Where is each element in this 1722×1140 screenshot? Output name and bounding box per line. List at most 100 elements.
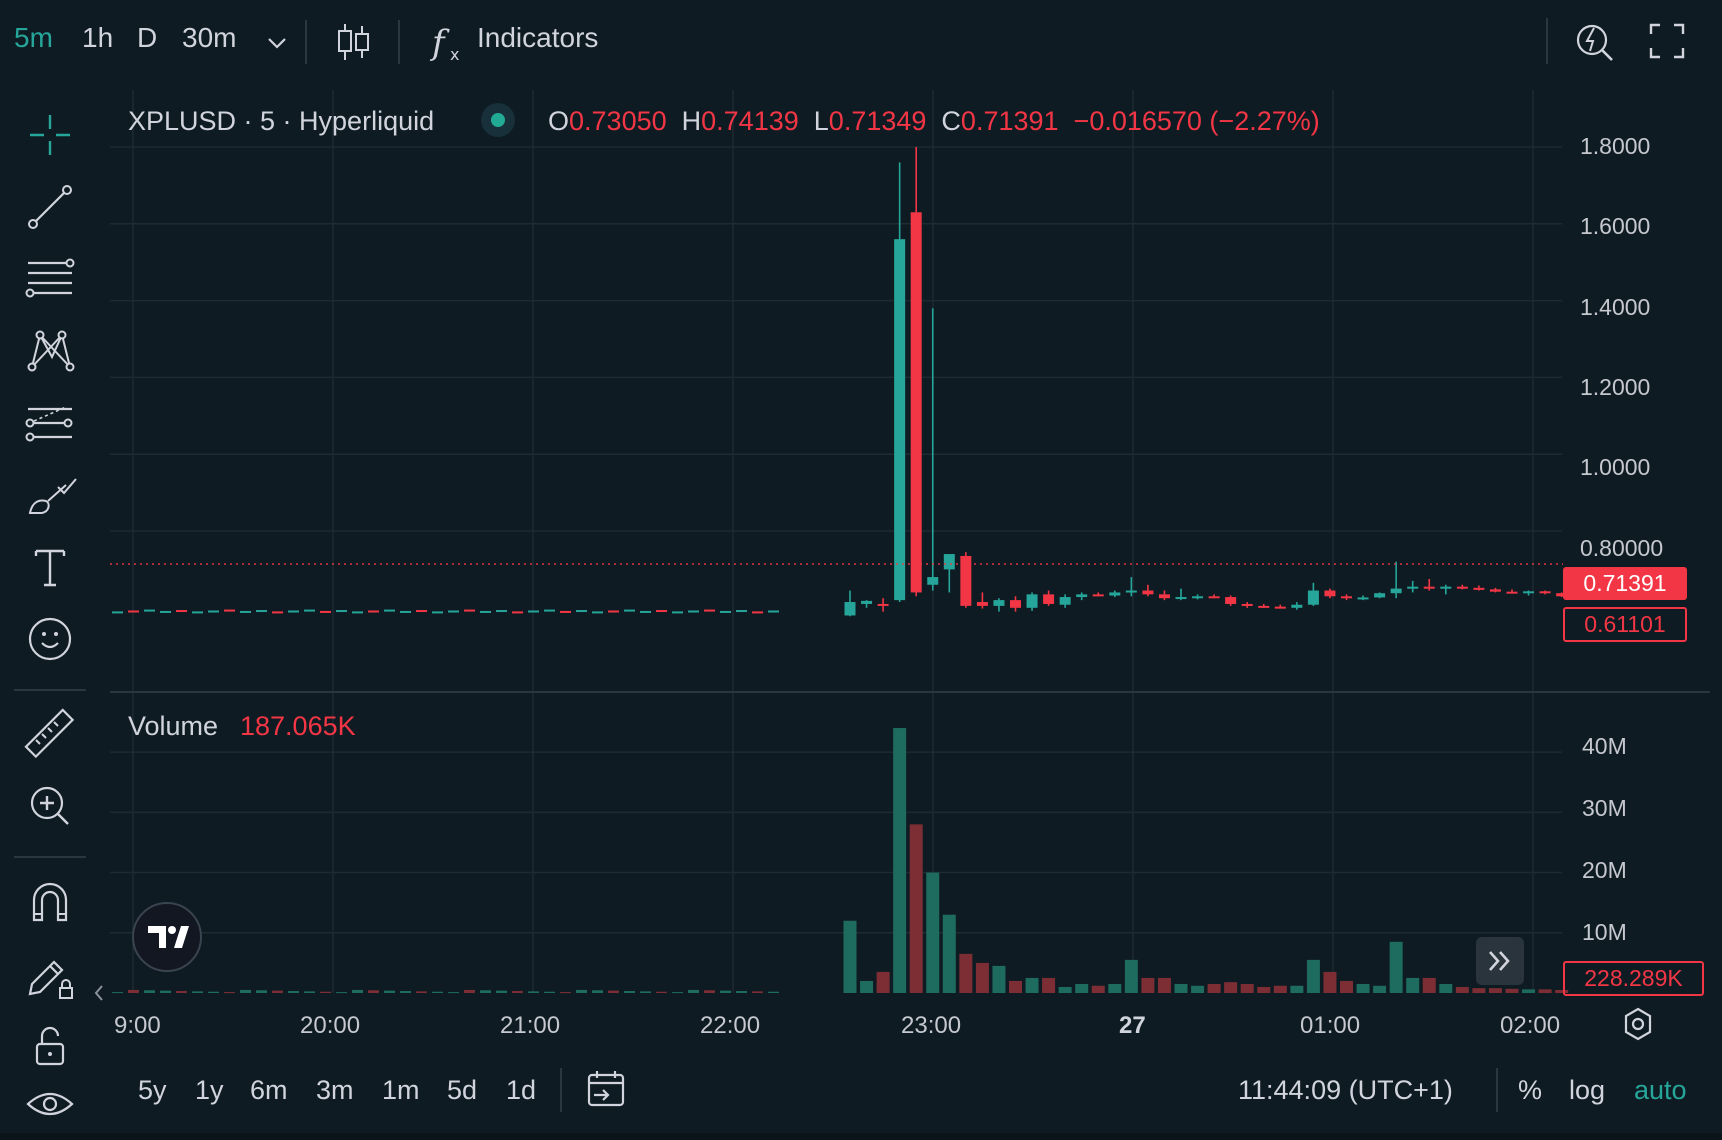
function-icon[interactable]: f x	[428, 20, 468, 64]
candle-body	[1076, 594, 1088, 598]
low-label: L	[813, 106, 829, 136]
fullscreen-icon[interactable]	[1648, 22, 1686, 60]
flat-volume-bar	[432, 991, 443, 993]
volume-bar	[1406, 977, 1420, 993]
range-1y[interactable]: 1y	[195, 1075, 224, 1105]
candle-body	[1473, 587, 1485, 590]
candle-body	[1158, 594, 1170, 599]
volume-bar	[1174, 983, 1188, 993]
candle-body	[1010, 600, 1021, 608]
flat-volume-bar	[720, 990, 731, 993]
flat-volume-bar	[128, 989, 139, 993]
flat-volume-bar	[160, 990, 171, 993]
candle-body	[1523, 591, 1535, 594]
forecasting-tool[interactable]	[20, 393, 80, 453]
flat-volume-bar	[688, 989, 699, 993]
volume-bar	[1439, 983, 1453, 993]
ruler-tool[interactable]	[20, 704, 80, 764]
candle-body	[1142, 590, 1154, 595]
goto-date-icon[interactable]	[584, 1068, 628, 1112]
pattern-tool[interactable]	[20, 321, 80, 381]
trendline-tool[interactable]	[20, 177, 80, 237]
flat-volume-bar	[208, 991, 219, 993]
volume-bar	[1257, 986, 1271, 993]
candle-body	[1423, 586, 1435, 589]
percent-toggle[interactable]: %	[1518, 1075, 1543, 1105]
clock-timezone[interactable]: 11:44:09 (UTC+1)	[1238, 1075, 1453, 1105]
volume-tick: 20M	[1582, 857, 1627, 883]
volume-bar	[1422, 977, 1436, 993]
volume-bar	[1009, 980, 1022, 993]
range-5y[interactable]: 5y	[138, 1075, 167, 1105]
double-chevron-right-icon	[1489, 951, 1510, 971]
volume-bar	[1224, 982, 1238, 993]
scroll-to-realtime-button[interactable]	[1476, 937, 1524, 985]
text-tool[interactable]	[20, 537, 80, 597]
price-tick: 1.6000	[1580, 213, 1651, 239]
indicators-button[interactable]: Indicators	[477, 22, 599, 53]
zoom-in-icon[interactable]	[20, 776, 80, 836]
volume-label[interactable]: Volume	[128, 711, 219, 741]
volume-bar	[926, 872, 940, 993]
timeframe-1h[interactable]: 1h	[82, 22, 114, 53]
lock-icon[interactable]	[20, 1016, 80, 1076]
volume-bar	[1340, 980, 1353, 993]
flat-volume-bar	[176, 991, 187, 993]
fib-retracement-tool[interactable]	[20, 249, 80, 309]
chevron-down-icon[interactable]	[264, 30, 290, 56]
candle-body	[943, 554, 955, 570]
crosshair-tool[interactable]	[20, 105, 80, 165]
range-1m[interactable]: 1m	[382, 1075, 420, 1105]
timeframe-d[interactable]: D	[137, 22, 158, 53]
settings-gear-icon[interactable]	[1618, 1004, 1658, 1044]
volume-bar	[1273, 985, 1287, 993]
tradingview-logo-icon	[148, 926, 189, 948]
range-3m[interactable]: 3m	[316, 1075, 354, 1105]
market-status-icon[interactable]	[480, 102, 516, 138]
candlestick-icon[interactable]	[334, 20, 374, 64]
flat-volume-bar	[224, 992, 235, 994]
chevron-left-icon[interactable]	[92, 982, 106, 1004]
candle-body	[1539, 591, 1551, 594]
tradingview-logo[interactable]	[132, 902, 202, 972]
volume-tick: 40M	[1582, 733, 1627, 759]
candle-body	[960, 555, 972, 606]
volume-value: 187.065K	[240, 711, 356, 742]
alert-zoom-icon[interactable]	[1572, 18, 1618, 64]
open-value: 0.73050	[569, 106, 667, 136]
flat-volume-bar	[192, 991, 203, 993]
log-toggle[interactable]: log	[1569, 1075, 1606, 1105]
volume-bar	[1389, 941, 1403, 993]
candle-body	[1374, 593, 1386, 598]
candle-body	[1026, 594, 1038, 608]
open-label: O	[548, 106, 570, 136]
lock-drawing-icon[interactable]	[20, 944, 80, 1004]
auto-toggle[interactable]: auto	[1634, 1075, 1687, 1105]
flat-volume-bar	[400, 991, 411, 993]
volume-bar	[909, 824, 923, 993]
tool-divider	[14, 689, 86, 691]
volume-bar	[1323, 971, 1337, 993]
flat-volume-bar	[560, 992, 571, 994]
price-tick: 1.2000	[1580, 374, 1651, 400]
flat-volume-bar	[336, 992, 347, 994]
timeframe-30m[interactable]: 30m	[182, 22, 237, 53]
flat-volume-bar	[672, 992, 683, 994]
flat-volume-bar	[768, 991, 779, 993]
emoji-icon[interactable]	[20, 609, 80, 669]
range-6m[interactable]: 6m	[250, 1075, 288, 1105]
brush-tool[interactable]	[20, 465, 80, 525]
timeframe-5m[interactable]: 5m	[14, 22, 53, 53]
pane-separator[interactable]	[110, 691, 1710, 693]
candle-body	[1125, 590, 1137, 593]
high-label: H	[681, 106, 702, 136]
symbol-title[interactable]: XPLUSD · 5 · Hyperliquid	[128, 106, 435, 136]
range-1d[interactable]: 1d	[506, 1075, 537, 1105]
range-5d[interactable]: 5d	[447, 1075, 478, 1105]
volume-bars	[112, 728, 1569, 994]
eye-icon[interactable]	[20, 1074, 80, 1134]
volume-bar	[876, 971, 890, 993]
magnet-icon[interactable]	[20, 872, 80, 932]
candle-body	[894, 239, 906, 601]
